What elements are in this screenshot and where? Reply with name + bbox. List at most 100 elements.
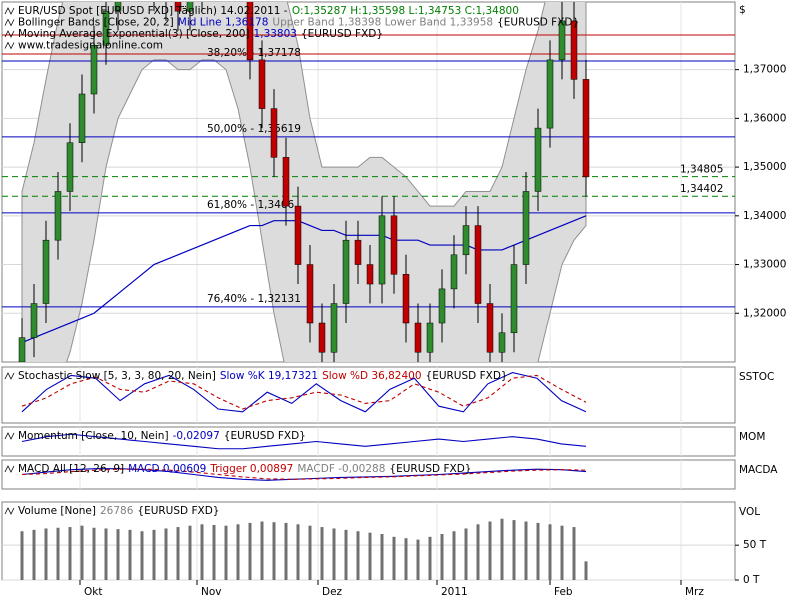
volume-bar <box>260 521 264 580</box>
legend-line: MACD All [12, 26, 9] MACD 0,00609 Trigger … <box>18 463 471 475</box>
legend-part: Trigger 0,00897 <box>209 463 293 475</box>
volume-bar <box>296 524 300 580</box>
legend-line: www.tradesignalonline.com <box>18 40 163 52</box>
candle-body <box>498 332 506 353</box>
legend-icon <box>4 372 15 380</box>
bollinger-band <box>21 2 587 362</box>
volume-bar <box>476 524 480 580</box>
volume-bar <box>320 527 324 580</box>
volume-bar <box>104 528 108 580</box>
legend-line: Moving Average Exponential(3) [Close, 20… <box>18 28 383 40</box>
candle-body <box>450 254 458 290</box>
legend-part: Upper Band 1,38398 Lower Band 1,33958 <box>272 17 493 29</box>
volume-bar <box>128 529 132 580</box>
volume-bar <box>212 524 216 580</box>
candle-body <box>294 205 302 265</box>
level-label: 76,40% - 1,32131 <box>207 293 301 305</box>
x-tick-label: Dez <box>322 586 343 598</box>
level-label: 61,80% - 1,3406 <box>207 199 295 211</box>
legend-icon <box>4 432 15 440</box>
candle-body <box>366 264 374 285</box>
candle-body <box>246 2 254 61</box>
volume-bar <box>20 531 24 580</box>
volume-bar <box>308 525 312 580</box>
volume-bar <box>392 536 396 580</box>
x-tick-label: 2011 <box>441 586 468 598</box>
candle-body <box>54 191 62 241</box>
panel-label: MACDA <box>739 464 778 476</box>
plot-area <box>21 468 587 481</box>
volume-bar <box>452 531 456 580</box>
y-tick-label: 1,35000 <box>743 161 786 173</box>
candle-body <box>438 288 446 324</box>
volume-bar <box>284 522 288 580</box>
panel-frame <box>1 459 736 490</box>
legend-part: Volume [None] <box>18 505 96 517</box>
candle-body <box>42 239 50 304</box>
candle-body <box>414 322 422 353</box>
candle-body <box>474 225 482 304</box>
y-tick-label: 1,34000 <box>743 210 786 222</box>
candle-body <box>282 157 290 207</box>
volume-bar <box>140 531 144 580</box>
volume-bar <box>92 527 96 580</box>
level-label: 38,20% - 1,37178 <box>207 47 301 59</box>
legend-part: Slow %D 36,82400 <box>322 370 421 382</box>
candle-body <box>163 0 169 1</box>
ema-line <box>21 215 587 344</box>
legend-icon <box>4 41 15 50</box>
volume-bar <box>404 538 408 580</box>
indicator-line <box>21 433 587 450</box>
volume-bar <box>248 522 252 580</box>
candle-body <box>114 2 122 12</box>
legend-icon <box>4 507 15 515</box>
legend-part: Momentum [Close, 10, Nein] <box>18 430 169 442</box>
volume-bar <box>536 522 540 580</box>
candle-body <box>378 215 386 285</box>
volume-bar <box>380 534 384 580</box>
plot-area <box>21 433 587 450</box>
indicator-line <box>21 372 587 413</box>
legend-part: {EURUSD FXD} <box>389 463 471 475</box>
volume-bar <box>152 529 156 580</box>
legend-icon <box>4 18 15 27</box>
legend-part: Mid Line 1,36178 <box>178 17 269 29</box>
candle-body <box>582 79 590 178</box>
volume-bar <box>416 539 420 580</box>
legend-part: MACDF -0,00288 <box>297 463 385 475</box>
legend-line: Bollinger Bands [Close, 20, 2] Mid Line 1… <box>18 17 579 29</box>
legend-line: EUR/USD Spot [EURUSD FXD] Täglich) 14.02… <box>18 5 519 17</box>
x-tick-label: Nov <box>201 586 222 598</box>
volume-bar <box>560 525 564 580</box>
candle-body <box>510 264 518 334</box>
candle-body <box>102 10 110 46</box>
volume-bar <box>236 524 240 580</box>
volume-bar <box>56 527 60 580</box>
legend-line: Stochastic Slow [5, 3, 3, 80, 20, Nein] S… <box>18 370 508 382</box>
volume-bar <box>188 525 192 580</box>
volume-bar <box>176 527 180 580</box>
volume-bar <box>584 561 588 580</box>
legend-part: Stochastic Slow [5, 3, 3, 80, 20, Nein] <box>18 370 216 382</box>
volume-bar <box>224 525 228 580</box>
candle-body <box>30 303 38 338</box>
candle-body <box>270 108 278 158</box>
legend-part: O:1,35287 H:1,35598 L:1,34753 C:1,34800 <box>292 5 519 17</box>
legend-part: Bollinger Bands [Close, 20, 2] <box>18 17 174 29</box>
volume-bar <box>80 525 84 580</box>
volume-bar <box>464 528 468 580</box>
volume-bar <box>500 518 504 580</box>
x-tick-label: Okt <box>84 586 102 598</box>
y-tick-label: 1,33000 <box>743 259 786 271</box>
level-label: 1,34402 <box>680 183 723 195</box>
candle-body <box>486 303 494 353</box>
volume-bar <box>332 528 336 580</box>
volume-bar <box>272 522 276 580</box>
y-tick-label: 1,32000 <box>743 307 786 319</box>
legend-part: www.tradesignalonline.com <box>18 40 163 52</box>
level-label: 1,34805 <box>680 164 723 176</box>
volume-bar <box>488 521 492 580</box>
legend-part: {EURUSD FXD} <box>224 430 306 442</box>
